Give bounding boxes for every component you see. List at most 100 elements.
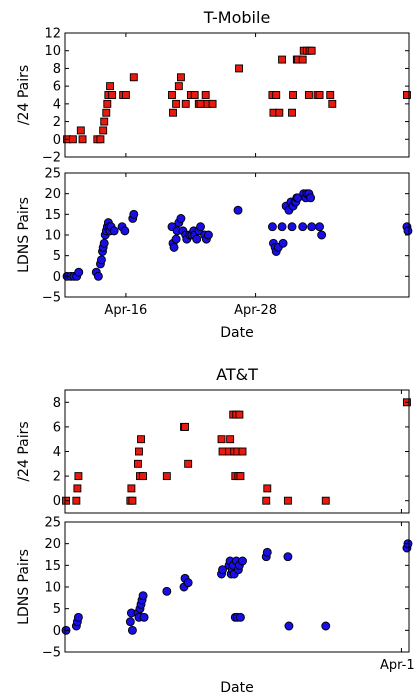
data-point [298,222,308,232]
y-axis-label: /24 Pairs [16,65,32,125]
y-tick-label: 10 [44,229,61,244]
y-tick-label: 4 [53,97,61,112]
y-tick-label: 10 [44,44,61,59]
data-point [235,64,244,73]
data-point [181,99,190,108]
data-point [218,447,227,456]
data-point [328,99,337,108]
data-point [162,586,172,596]
data-point [100,117,109,126]
x-tick-label: Apr-16 [380,658,415,673]
y-tick-label: 10 [44,581,61,596]
y-tick-label: 0 [53,133,61,148]
data-point [127,625,137,635]
data-point [99,238,109,248]
y-tick-label: 0 [53,270,61,285]
data-point [201,91,210,99]
data-point [99,126,108,135]
chart-title: T-Mobile [203,8,271,27]
data-point [196,99,205,108]
data-point [226,435,235,444]
data-point [139,472,148,481]
data-point [402,91,411,99]
data-point [139,612,149,622]
data-point [108,91,117,99]
y-tick-label: 6 [53,80,61,95]
data-point [128,496,137,505]
chart-panel-1: −2 0 2 4 6 8 10 12 T-Mobile/24 Pairs [16,8,411,166]
data-point [236,472,245,481]
y-tick-label: 8 [53,396,61,411]
y-tick-label: 2 [53,470,61,485]
data-point [74,472,83,481]
data-point [169,108,177,117]
data-point [208,99,217,108]
y-tick-label: 5 [53,602,61,617]
data-point [278,55,287,64]
data-point [76,126,85,135]
y-tick-label: 20 [44,537,61,552]
data-point [262,496,271,505]
data-point [73,612,83,622]
plot-frame [64,521,410,653]
data-point [78,135,87,144]
data-point [307,46,316,55]
data-point [287,222,297,232]
data-point [277,222,287,232]
data-point [172,99,181,108]
data-point [267,222,277,232]
chart-panel-2: −5 0 5 10 15 20 25 Apr-16 Apr-28 LDNS Pairs Date [16,167,413,341]
data-point [174,82,183,91]
x-axis-label: Date [220,680,253,696]
data-point [217,435,226,444]
chart-panel-3: 0 2 4 6 8 AT&T/24 Pairs [16,365,411,514]
data-point [307,222,317,232]
data-point [315,91,324,99]
y-tick-label: −2 [42,151,61,166]
y-tick-label: 0 [53,494,61,509]
y-tick-label: 8 [53,62,61,77]
data-point [321,496,330,505]
data-point [120,226,130,236]
data-point [317,230,327,240]
data-point [298,55,307,64]
y-tick-label: 4 [53,445,61,460]
y-tick-label: 12 [44,27,61,42]
y-tick-label: 15 [44,208,61,223]
data-point [127,484,136,493]
data-point [121,91,130,99]
data-point [73,484,82,493]
y-tick-label: 25 [44,167,61,182]
data-point [72,496,81,505]
data-point [403,226,413,236]
data-point [97,255,106,265]
data-point [135,447,143,456]
chart-title: AT&T [216,365,258,384]
data-point [93,271,103,281]
data-point [304,91,313,99]
data-point [138,591,148,601]
data-point [176,214,186,223]
data-point [288,108,296,117]
data-point [129,209,139,219]
data-point [171,234,181,244]
y-tick-label: 15 [44,559,61,574]
data-point [162,472,171,481]
data-point [278,238,288,248]
data-point [190,91,199,99]
data-point [283,496,292,505]
y-tick-label: 6 [53,420,61,435]
y-tick-label: −5 [42,646,61,661]
chart-panel-4: −5 0 5 10 15 20 25 Apr-16 LDNS Pairs Date [16,516,415,697]
data-point [283,552,293,562]
data-point [203,230,213,240]
data-point [106,82,115,91]
y-tick-label: −5 [42,291,61,306]
data-point [263,484,272,493]
plot-frame [64,32,410,158]
y-tick-label: 25 [44,516,61,531]
x-axis-label: Date [220,325,253,341]
data-point [218,565,228,575]
data-point [183,578,193,588]
